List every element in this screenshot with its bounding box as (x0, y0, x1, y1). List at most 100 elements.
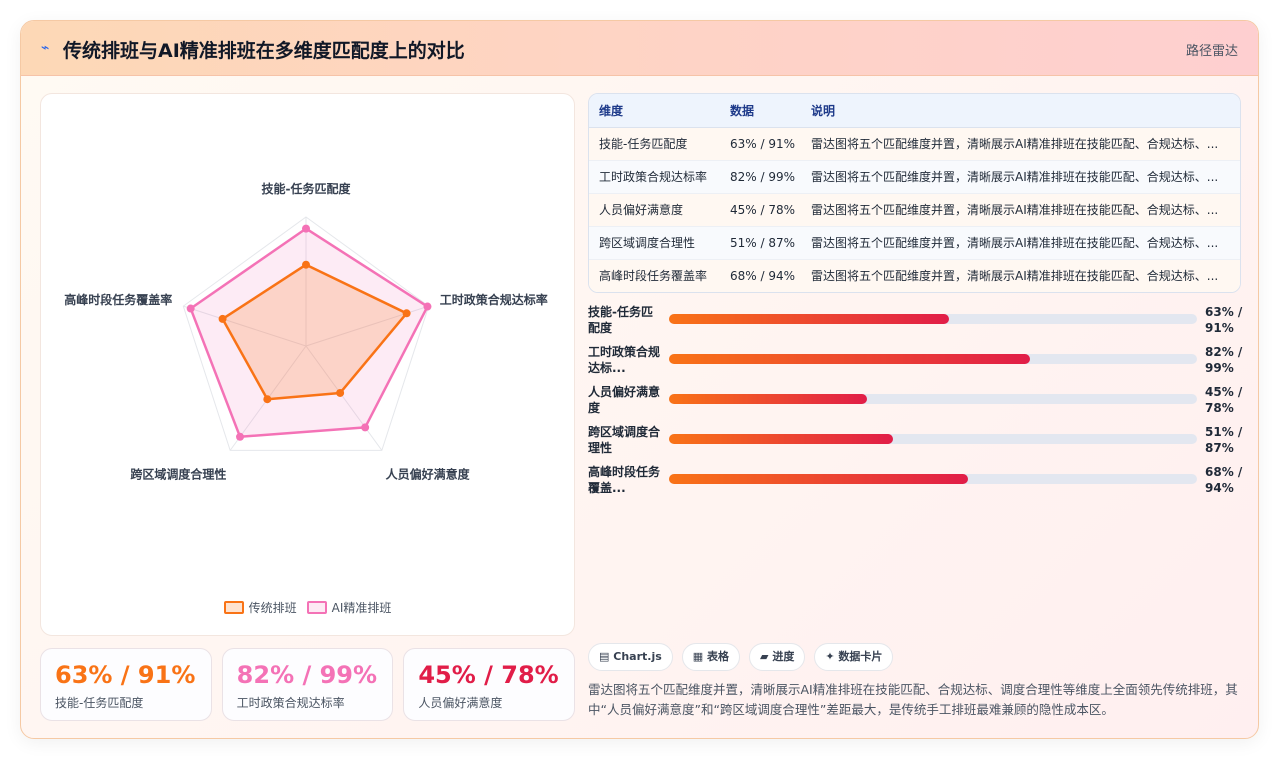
radar-spoke (305, 345, 383, 451)
progress-row: 跨区域调度合理性 51% / 87% (588, 424, 1242, 464)
radar-series-ai (189, 227, 429, 439)
radar-series-traditional (221, 263, 408, 401)
progress-bars: 技能-任务匹配度 63% / 91% 工时政策合规达标... 82% / 99%… (588, 304, 1242, 504)
tag-label: 表格 (707, 650, 730, 663)
progress-track (669, 434, 1197, 444)
feature-tags: ▤ Chart.js ▦ 表格 ▰ 进度 ✦ 数据卡片 (588, 643, 894, 671)
table-cell-dimension: 跨区域调度合理性 (589, 226, 720, 260)
legend-item-ai[interactable]: AI精准排班 (306, 599, 392, 616)
stat-card-compliance: 82% / 99% 工时政策合规达标率 (221, 648, 394, 721)
progress-track (669, 394, 1197, 404)
tag-progress[interactable]: ▰ 进度 (749, 643, 806, 671)
progress-fill (669, 354, 1030, 364)
tag-label: 数据卡片 (838, 650, 883, 663)
progress-label: 技能-任务匹配度 (588, 305, 653, 335)
table-cell-description: 雷达图将五个匹配维度并置，清晰展示AI精准排班在技能匹配、合规达标、... (801, 160, 1240, 194)
progress-row: 工时政策合规达标... 82% / 99% (588, 344, 1242, 384)
chart-legend: 传统排班 AI精准排班 (41, 599, 574, 616)
table-cell-value: 82% / 99% (720, 160, 801, 194)
table-cell-value: 51% / 87% (720, 226, 801, 260)
table-cell-value: 63% / 91% (720, 127, 801, 161)
table-cell-description: 雷达图将五个匹配维度并置，清晰展示AI精准排班在技能匹配、合规达标、... (801, 259, 1240, 292)
tag-chartjs[interactable]: ▤ Chart.js (588, 643, 673, 671)
card-header: ⌁ 传统排班与AI精准排班在多维度匹配度上的对比 路径雷达 (21, 21, 1258, 76)
chart-card: ⌁ 传统排班与AI精准排班在多维度匹配度上的对比 路径雷达 技能-任务匹配度 工时… (20, 20, 1259, 739)
table-row: 跨区域调度合理性 51% / 87% 雷达图将五个匹配维度并置，清晰展示AI精准… (589, 226, 1240, 260)
progress-fill (669, 394, 867, 404)
progress-value: 45% / 78% (1205, 385, 1243, 415)
legend-item-traditional[interactable]: 传统排班 (223, 599, 297, 616)
progress-label: 工时政策合规达标... (588, 345, 661, 375)
radar-panel: 技能-任务匹配度 工时政策合规达标率 人员偏好满意度 跨区域调度合理性 高峰时段任务覆盖… (40, 93, 575, 636)
summary-text: 雷达图将五个匹配维度并置，清晰展示AI精准排班在技能匹配、合规达标、调度合理性等… (588, 682, 1238, 717)
progress-value: 68% / 94% (1205, 465, 1243, 495)
table-row: 工时政策合规达标率 82% / 99% 雷达图将五个匹配维度并置，清晰展示AI精… (589, 160, 1240, 194)
card-icon: ✦ (825, 650, 835, 663)
radar-point-traditional (402, 309, 411, 318)
chart-type-tag: 路径雷达 (1185, 44, 1238, 59)
table-icon: ▦ (692, 650, 704, 663)
radar-axis-label: 工时政策合规达标率 (440, 292, 548, 307)
stat-card-preference: 45% / 78% 人员偏好满意度 (403, 648, 576, 721)
table-row: 高峰时段任务覆盖率 68% / 94% 雷达图将五个匹配维度并置，清晰展示AI精… (589, 259, 1240, 292)
table-row: 人员偏好满意度 45% / 78% 雷达图将五个匹配维度并置，清晰展示AI精准排… (589, 193, 1240, 227)
table-cell-description: 雷达图将五个匹配维度并置，清晰展示AI精准排班在技能匹配、合规达标、... (801, 226, 1240, 260)
tag-data-card[interactable]: ✦ 数据卡片 (814, 643, 894, 671)
table-cell-dimension: 工时政策合规达标率 (589, 160, 720, 194)
progress-fill (669, 474, 969, 484)
radar-axis-label: 技能-任务匹配度 (262, 181, 352, 196)
stat-card-skill: 63% / 91% 技能-任务匹配度 (40, 648, 212, 721)
stat-cards: 63% / 91% 技能-任务匹配度 82% / 99% 工时政策合规达标率 4… (40, 648, 576, 721)
page-title: 传统排班与AI精准排班在多维度匹配度上的对比 (63, 40, 465, 62)
progress-value: 63% / 91% (1205, 305, 1243, 335)
column-header: 说明 (801, 94, 1240, 128)
progress-row: 人员偏好满意度 45% / 78% (588, 384, 1242, 424)
data-table: 维度 数据 说明 技能-任务匹配度 63% / 91% 雷达图将五个匹配维度并置… (588, 93, 1241, 293)
tag-label: Chart.js (613, 650, 662, 663)
stat-value: 82% / 99% (236, 661, 378, 689)
table-cell-value: 68% / 94% (720, 259, 801, 292)
progress-track (669, 354, 1197, 364)
progress-icon: ▰ (760, 650, 769, 663)
table-cell-dimension: 人员偏好满意度 (589, 193, 720, 227)
radar-point-traditional (302, 260, 310, 269)
column-header: 维度 (589, 94, 720, 128)
table-cell-value: 45% / 78% (720, 193, 801, 227)
legend-swatch-ai (306, 601, 327, 614)
progress-value: 82% / 99% (1205, 345, 1243, 375)
progress-label: 人员偏好满意度 (588, 385, 661, 415)
stat-value: 45% / 78% (418, 661, 559, 689)
progress-value: 51% / 87% (1205, 425, 1243, 455)
tag-table[interactable]: ▦ 表格 (681, 643, 741, 671)
radar-axis-label: 人员偏好满意度 (386, 467, 471, 482)
stat-label: 技能-任务匹配度 (55, 696, 144, 710)
table-cell-description: 雷达图将五个匹配维度并置，清晰展示AI精准排班在技能匹配、合规达标、... (801, 193, 1240, 227)
stat-label: 工时政策合规达标率 (236, 696, 345, 710)
progress-fill (669, 314, 949, 324)
column-header: 数据 (720, 94, 801, 128)
radar-point-ai (236, 432, 245, 441)
table-cell-description: 雷达图将五个匹配维度并置，清晰展示AI精准排班在技能匹配、合规达标、... (801, 127, 1240, 161)
table-row: 技能-任务匹配度 63% / 91% 雷达图将五个匹配维度并置，清晰展示AI精准… (589, 127, 1240, 161)
tag-label: 进度 (772, 650, 795, 663)
table-header-row: 维度 数据 说明 (589, 94, 1240, 128)
radar-spoke (183, 305, 307, 347)
radar-point-traditional (263, 395, 272, 404)
radar-axis-label: 跨区域调度合理性 (130, 467, 226, 482)
radar-point-ai (361, 423, 370, 432)
progress-track (669, 474, 1197, 484)
stat-label: 人员偏好满意度 (418, 696, 503, 710)
radar-point-ai (423, 302, 432, 311)
radar-point-ai (302, 224, 310, 233)
radar-point-ai (186, 304, 195, 313)
legend-label-ai: AI精准排班 (331, 601, 392, 615)
legend-swatch-traditional (223, 601, 244, 614)
table-cell-dimension: 技能-任务匹配度 (589, 127, 720, 161)
radar-point-traditional (218, 314, 227, 323)
stat-value: 63% / 91% (55, 661, 196, 689)
legend-label-traditional: 传统排班 (248, 601, 297, 615)
radar-point-traditional (336, 388, 345, 397)
progress-label: 跨区域调度合理性 (588, 425, 661, 455)
progress-track (669, 314, 1197, 324)
